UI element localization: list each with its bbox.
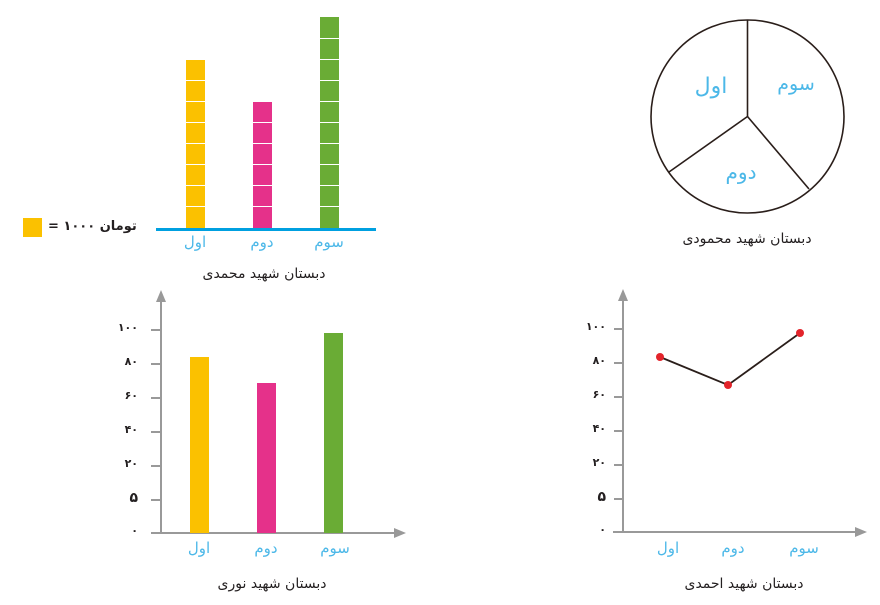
bar-block — [253, 144, 272, 164]
legend-label: تومان ۱۰۰۰ = — [48, 219, 137, 234]
y-tick-40: ۴۰ — [592, 422, 606, 435]
y-tick-100: ۱۰۰ — [585, 320, 606, 333]
y-tick-0: ۰ — [131, 524, 138, 537]
category-label-second: دوم — [721, 539, 745, 557]
bar-block — [320, 81, 339, 101]
y-tick-5: ۵ — [129, 490, 138, 506]
bar-block — [253, 207, 272, 229]
bar-block — [253, 186, 272, 206]
bar-block — [186, 60, 205, 80]
bar-block — [320, 60, 339, 80]
y-tick-60: ۶۰ — [124, 389, 138, 402]
chart-title: دبستان شهید محمودی — [682, 231, 812, 247]
bar-block — [320, 102, 339, 122]
category-label-second: دوم — [250, 233, 274, 251]
baseline — [156, 228, 376, 231]
chart-title: دبستان شهید محمدی — [202, 266, 326, 282]
bar-block — [253, 123, 272, 143]
y-tick-0: ۰ — [599, 523, 606, 536]
chart-title: دبستان شهید نوری — [217, 576, 327, 592]
bar-block — [320, 165, 339, 185]
y-tick-5: ۵ — [597, 489, 606, 505]
bar-block — [186, 102, 205, 122]
legend-unit-square — [23, 218, 42, 237]
bar-block — [186, 123, 205, 143]
bar-block — [253, 165, 272, 185]
bar-block — [320, 39, 339, 59]
category-label-third: سوم — [320, 539, 350, 557]
bar-block — [253, 102, 272, 122]
chart-title: دبستان شهید احمدی — [684, 576, 804, 592]
bar-block — [320, 207, 339, 229]
category-label-third: سوم — [314, 233, 344, 251]
category-label-first: اول — [183, 233, 207, 251]
bar-block — [186, 207, 205, 229]
y-tick-40: ۴۰ — [124, 423, 138, 436]
pie-label-third: سوم — [777, 73, 815, 95]
category-label-third: سوم — [789, 539, 819, 557]
bar-block — [186, 165, 205, 185]
y-tick-60: ۶۰ — [592, 388, 606, 401]
pie-label-first: اول — [694, 74, 728, 99]
y-tick-80: ۸۰ — [124, 355, 138, 368]
y-tick-20: ۲۰ — [124, 457, 138, 470]
bar-block — [186, 81, 205, 101]
category-label-first: اول — [187, 539, 211, 557]
bar-block — [320, 144, 339, 164]
pie-label-second: دوم — [725, 160, 757, 184]
bar-block — [320, 17, 339, 38]
bar-block — [186, 144, 205, 164]
category-label-second: دوم — [254, 539, 278, 557]
bar-block — [320, 123, 339, 143]
bar-block — [320, 186, 339, 206]
y-tick-80: ۸۰ — [592, 354, 606, 367]
y-tick-100: ۱۰۰ — [117, 321, 138, 334]
y-tick-20: ۲۰ — [592, 456, 606, 469]
category-label-first: اول — [656, 539, 680, 557]
bar-block — [186, 186, 205, 206]
